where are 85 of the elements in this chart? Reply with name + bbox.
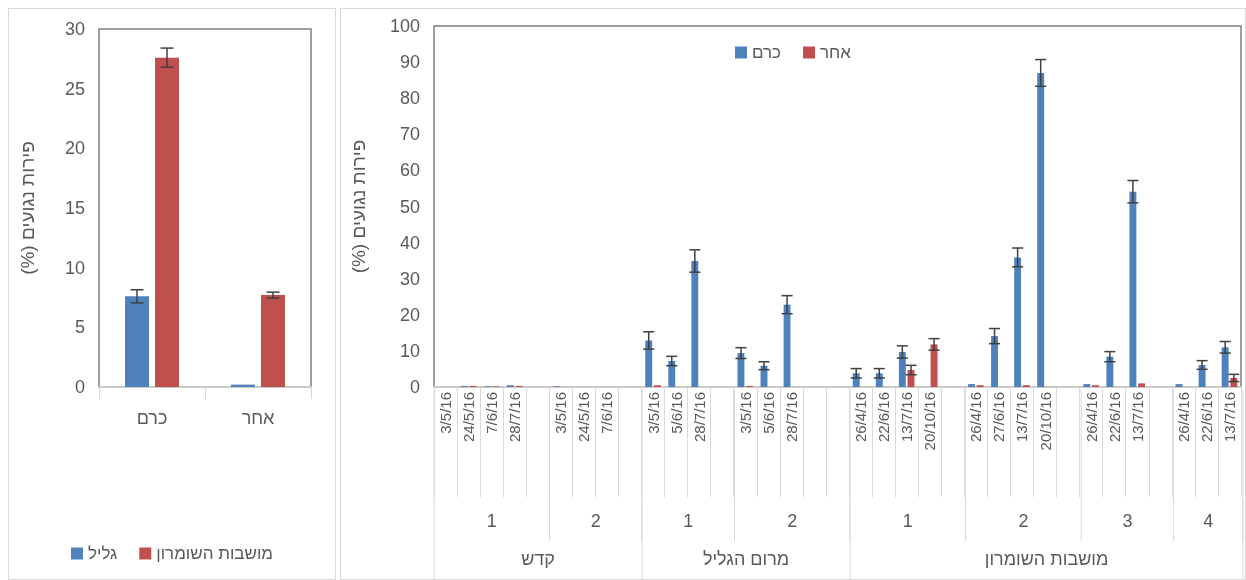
x-tick-label: 26/4/16 — [967, 392, 985, 443]
text: 2 — [1018, 511, 1029, 531]
x-tick-label: 22/6/16 — [875, 392, 893, 443]
y-tick-label: 100 — [389, 16, 420, 36]
x-tick-label: 24/5/16 — [575, 392, 593, 443]
x-tick-label: 5/6/16 — [667, 392, 685, 434]
x-tick-label: 26/4/16 — [1174, 392, 1192, 443]
bar — [125, 296, 149, 387]
bar — [1037, 72, 1045, 387]
y-tick-label: 0 — [74, 377, 85, 397]
text: 2 — [787, 511, 798, 531]
x-tick-label: 3/5/16 — [552, 392, 570, 434]
bar — [691, 261, 699, 387]
x-tick-label: 28/7/16 — [782, 392, 800, 443]
x-tick-label: 5/6/16 — [759, 392, 777, 434]
x-tick-label: כרם — [136, 408, 168, 428]
bar — [1221, 347, 1229, 387]
text: קדש — [521, 549, 555, 569]
bar — [1129, 191, 1137, 387]
bar — [155, 57, 179, 387]
y-tick-label: 20 — [64, 138, 85, 159]
y-tick-label: 40 — [399, 232, 420, 253]
x-tick-label: 7/6/16 — [483, 392, 501, 434]
text: מרום הגליל — [702, 549, 790, 569]
y-tick-label: 80 — [399, 88, 420, 109]
x-tick-label: 7/6/16 — [598, 392, 616, 434]
bar — [1083, 384, 1091, 387]
text: 2 — [590, 511, 601, 531]
y-tick-label: 20 — [399, 304, 420, 325]
y-tick-label: 0 — [409, 377, 420, 397]
bar — [645, 340, 653, 387]
x-tick-label: 3/5/16 — [437, 392, 455, 434]
bar — [783, 304, 791, 387]
x-tick-label: 24/5/16 — [460, 392, 478, 443]
y-tick-label: 50 — [399, 196, 420, 217]
text: 1 — [683, 511, 694, 531]
y-tick-label: 90 — [399, 52, 420, 73]
bar — [737, 353, 745, 387]
y-tick-label: 15 — [64, 198, 85, 218]
legend-label: גליל — [87, 544, 118, 563]
bar — [1106, 356, 1114, 387]
bar — [898, 351, 906, 387]
x-tick-label: 13/7/16 — [898, 392, 916, 443]
x-tick-label: אחר — [241, 408, 276, 428]
x-tick-label: 3/5/16 — [736, 392, 754, 434]
x-tick-label: 13/7/16 — [1128, 392, 1146, 443]
y-tick-label: 70 — [399, 124, 420, 145]
x-tick-label: 13/7/16 — [1220, 392, 1238, 443]
legend-label: אחר — [820, 43, 852, 62]
x-tick-label: 26/4/16 — [1082, 392, 1100, 443]
bar — [1014, 257, 1022, 387]
x-tick-label: 26/4/16 — [852, 392, 870, 443]
text: 1 — [486, 511, 497, 531]
bar — [668, 361, 676, 387]
y-tick-label: 60 — [399, 160, 420, 181]
x-tick-label: 3/5/16 — [644, 392, 662, 434]
x-tick-label: 20/10/16 — [1036, 392, 1054, 451]
x-tick-label: 22/6/16 — [1105, 392, 1123, 443]
bar — [968, 384, 975, 387]
text: 4 — [1203, 511, 1214, 531]
text: מושבות השומרון — [984, 549, 1109, 569]
x-tick-label: 28/7/16 — [690, 392, 708, 443]
y-tick-label: 30 — [399, 268, 420, 289]
y-axis-title: פירות נגועים (%) — [348, 139, 369, 274]
text: 1 — [902, 511, 913, 531]
x-tick-label: 20/10/16 — [921, 392, 939, 451]
x-tick-label: 27/6/16 — [990, 392, 1008, 443]
y-axis-title: פירות נגועים (%) — [17, 141, 38, 275]
bar — [991, 336, 999, 387]
y-tick-label: 10 — [64, 257, 85, 278]
bar — [1175, 384, 1183, 387]
text: 3 — [1122, 511, 1133, 531]
y-tick-label: 30 — [64, 19, 85, 39]
bar — [1198, 364, 1206, 387]
x-tick-label: 13/7/16 — [1013, 392, 1031, 443]
x-tick-label: 22/6/16 — [1197, 392, 1215, 443]
bar — [1138, 383, 1146, 387]
y-tick-label: 10 — [399, 340, 420, 361]
x-tick-label: 28/7/16 — [506, 392, 524, 443]
legend-label: כרם — [752, 43, 782, 62]
legend-label: מושבות השומרון — [156, 544, 274, 563]
y-tick-label: 25 — [64, 78, 85, 99]
bar — [930, 344, 938, 387]
bar — [261, 295, 285, 387]
y-tick-label: 5 — [74, 317, 85, 338]
